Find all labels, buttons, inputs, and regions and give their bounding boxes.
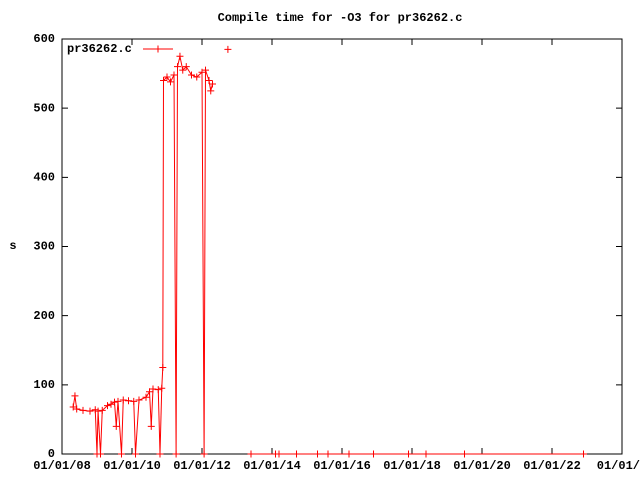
chart-title: Compile time for -O3 for pr36262.c	[218, 11, 463, 25]
data-point	[159, 364, 167, 372]
y-tick-label: 0	[48, 447, 55, 461]
x-tick-label: 01/01/2	[597, 459, 640, 473]
legend-label: pr36262.c	[67, 42, 132, 56]
data-point	[125, 397, 132, 405]
data-point	[97, 450, 104, 458]
data-point	[205, 77, 213, 84]
data-point	[461, 450, 468, 458]
data-point	[176, 52, 184, 60]
data-point	[71, 392, 79, 400]
data-point	[163, 73, 171, 81]
data-point	[182, 63, 190, 71]
data-point	[98, 406, 106, 414]
y-tick-label: 500	[33, 101, 55, 115]
y-axis-label: s	[9, 239, 16, 253]
x-tick-label: 01/01/18	[383, 459, 441, 473]
x-tick-label: 01/01/12	[173, 459, 231, 473]
data-point	[179, 66, 187, 74]
data-point	[370, 450, 377, 458]
data-point	[200, 450, 208, 458]
data-point	[160, 77, 167, 84]
data-point	[293, 450, 300, 458]
data-point	[207, 87, 215, 95]
data-point	[188, 71, 195, 79]
data-point	[202, 66, 209, 74]
data-point	[104, 402, 111, 410]
data-point	[224, 45, 232, 53]
data-point	[170, 71, 178, 79]
data-point	[580, 450, 587, 458]
data-point	[209, 80, 216, 88]
data-point	[142, 393, 150, 401]
data-point	[114, 397, 122, 405]
y-tick-label: 200	[33, 309, 55, 323]
data-point	[405, 450, 412, 458]
data-point	[73, 405, 81, 413]
data-point	[345, 450, 353, 458]
data-point	[147, 422, 155, 430]
data-point	[79, 406, 87, 414]
data-point	[193, 73, 201, 81]
data-point	[94, 407, 102, 415]
data-point	[422, 450, 430, 458]
data-point	[154, 386, 162, 394]
data-point	[132, 450, 139, 458]
data-point	[275, 450, 283, 458]
x-tick-label: 01/01/22	[523, 459, 581, 473]
data-point	[112, 422, 120, 430]
data-point	[149, 385, 157, 393]
legend-swatch	[143, 45, 173, 53]
data-point	[111, 398, 118, 406]
y-tick-label: 600	[33, 32, 55, 46]
x-tick-label: 01/01/14	[243, 459, 301, 473]
data-point	[130, 397, 138, 405]
data-point	[174, 63, 181, 71]
data-point	[156, 450, 164, 458]
data-point	[86, 407, 94, 415]
x-tick-label: 01/01/20	[453, 459, 511, 473]
data-point	[167, 78, 174, 86]
data-point	[324, 450, 332, 458]
data-point	[118, 450, 125, 458]
x-tick-label: 01/01/08	[33, 459, 91, 473]
data-point	[247, 450, 255, 458]
data-point	[172, 450, 180, 458]
x-tick-label: 01/01/16	[313, 459, 371, 473]
x-tick-label: 01/01/10	[103, 459, 161, 473]
data-point	[119, 396, 127, 404]
data-point	[158, 384, 166, 392]
y-tick-label: 300	[33, 240, 55, 254]
y-tick-label: 100	[33, 378, 55, 392]
y-tick-label: 400	[33, 171, 55, 185]
data-point	[135, 396, 143, 404]
data-point	[314, 450, 321, 458]
